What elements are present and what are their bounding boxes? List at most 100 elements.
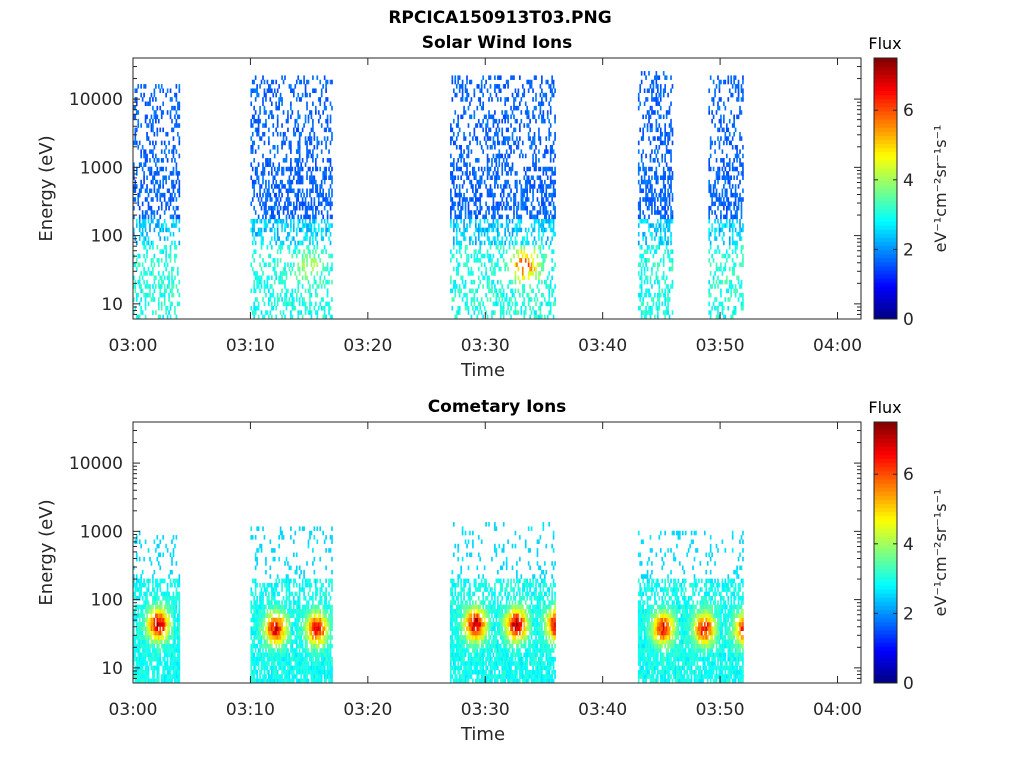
flux-cell-b2 bbox=[473, 131, 476, 137]
flux-cell-b1 bbox=[317, 210, 320, 215]
flux-cell-b1 bbox=[260, 236, 263, 241]
flux-cell-b1 bbox=[282, 266, 285, 272]
flux-cell-b1 bbox=[250, 201, 253, 207]
flux-cell-b0 bbox=[168, 639, 170, 645]
flux-cell-b2 bbox=[497, 153, 499, 159]
flux-cell-b4 bbox=[742, 153, 744, 159]
flux-cell-b0 bbox=[147, 205, 150, 211]
flux-cell-b4 bbox=[717, 314, 719, 320]
flux-cell-b0 bbox=[159, 127, 162, 133]
flux-cell-b1 bbox=[301, 275, 304, 281]
flux-cell-b1 bbox=[272, 214, 275, 220]
flux-cell-b0 bbox=[156, 556, 159, 562]
panel-solar-wind: 03:00 03:10 03:20 03:30 03:40 03:50 04:00Time1… bbox=[36, 33, 950, 381]
flux-cell-b1 bbox=[281, 223, 283, 228]
flux-cell-b2 bbox=[542, 223, 545, 228]
flux-cell-b0 bbox=[166, 275, 169, 281]
flux-cell-b1 bbox=[260, 279, 263, 285]
flux-cell-b2 bbox=[530, 232, 533, 237]
flux-cell-b2 bbox=[470, 210, 473, 215]
flux-cell-b0 bbox=[177, 591, 179, 597]
flux-cell-b3 bbox=[667, 131, 669, 137]
flux-cell-b2 bbox=[451, 75, 454, 80]
flux-cell-b2 bbox=[511, 75, 514, 80]
colorbar-swatch bbox=[874, 188, 897, 193]
flux-cell-b3 bbox=[665, 284, 668, 289]
flux-cell-b1 bbox=[270, 101, 273, 107]
flux-cell-b4 bbox=[728, 140, 731, 146]
flux-cell-b0 bbox=[152, 669, 154, 675]
flux-cell-b4 bbox=[721, 236, 724, 241]
flux-cell-b1 bbox=[310, 175, 313, 180]
flux-cell-b2 bbox=[495, 153, 498, 159]
flux-cell-b1 bbox=[259, 201, 261, 207]
flux-cell-b3 bbox=[655, 301, 658, 307]
flux-cell-b2 bbox=[473, 127, 476, 133]
flux-cell-b1 bbox=[265, 205, 267, 211]
flux-cell-b0 bbox=[163, 218, 166, 224]
flux-cell-b0 bbox=[143, 149, 145, 154]
flux-cell-b0 bbox=[172, 214, 175, 220]
flux-cell-b1 bbox=[315, 184, 317, 189]
flux-cell-b1 bbox=[257, 123, 260, 128]
flux-cell-b0 bbox=[166, 604, 169, 610]
flux-cell-b0 bbox=[153, 635, 156, 640]
flux-cell-b2 bbox=[460, 240, 462, 246]
flux-cell-b2 bbox=[464, 262, 467, 267]
flux-cell-b4 bbox=[708, 88, 711, 93]
flux-cell-b0 bbox=[153, 539, 156, 544]
flux-cell-b1 bbox=[313, 258, 316, 263]
flux-cell-b1 bbox=[301, 166, 304, 172]
flux-cell-b0 bbox=[159, 214, 162, 220]
flux-cell-b0 bbox=[172, 184, 175, 189]
flux-cell-b2 bbox=[485, 292, 487, 298]
flux-cell-b3 bbox=[643, 197, 646, 202]
flux-cell-b2 bbox=[455, 92, 458, 98]
flux-cell-b0 bbox=[166, 227, 169, 233]
flux-cell-b0 bbox=[163, 609, 166, 614]
flux-cell-b2 bbox=[543, 227, 546, 233]
flux-cell-b4 bbox=[723, 201, 725, 207]
flux-cell-b3 bbox=[667, 175, 669, 180]
flux-cell-b1 bbox=[250, 305, 253, 311]
flux-cell-b1 bbox=[309, 136, 311, 141]
flux-cell-b1 bbox=[259, 192, 261, 198]
flux-cell-b1 bbox=[329, 314, 332, 320]
flux-cell-b2 bbox=[489, 266, 492, 272]
flux-cell-b0 bbox=[146, 197, 148, 202]
flux-cell-b2 bbox=[491, 192, 493, 198]
flux-cell-b1 bbox=[331, 201, 333, 207]
flux-cell-b0 bbox=[150, 171, 153, 176]
flux-cell-b2 bbox=[476, 84, 479, 89]
flux-cell-b1 bbox=[270, 292, 273, 298]
flux-cell-b0 bbox=[134, 184, 137, 189]
flux-cell-b2 bbox=[535, 240, 537, 246]
flux-cell-b2 bbox=[514, 97, 517, 102]
flux-cell-b3 bbox=[645, 258, 647, 263]
flux-cell-b4 bbox=[723, 79, 725, 85]
flux-cell-b0 bbox=[135, 556, 138, 562]
flux-cell-b2 bbox=[513, 253, 515, 259]
flux-cell-b2 bbox=[461, 197, 464, 202]
flux-cell-b1 bbox=[320, 227, 323, 233]
flux-cell-b0 bbox=[137, 674, 140, 679]
flux-cell-b2 bbox=[504, 140, 507, 146]
flux-cell-b0 bbox=[162, 535, 165, 540]
flux-cell-b1 bbox=[265, 184, 267, 189]
flux-cell-b2 bbox=[488, 97, 490, 102]
flux-cell-b3 bbox=[667, 292, 669, 298]
flux-cell-b2 bbox=[517, 253, 520, 259]
flux-cell-b1 bbox=[294, 84, 297, 89]
flux-cell-b4 bbox=[739, 236, 741, 241]
flux-cell-b0 bbox=[152, 596, 154, 601]
flux-cell-b3 bbox=[646, 245, 649, 250]
flux-cell-b1 bbox=[310, 292, 313, 298]
flux-cell-b1 bbox=[270, 184, 273, 189]
flux-cell-b2 bbox=[514, 227, 517, 233]
flux-cell-b0 bbox=[175, 665, 178, 671]
flux-cell-b2 bbox=[494, 110, 496, 115]
flux-cell-b4 bbox=[742, 171, 744, 176]
flux-cell-b2 bbox=[543, 253, 546, 259]
flux-cell-b2 bbox=[554, 188, 556, 194]
flux-cell-b2 bbox=[467, 214, 470, 220]
